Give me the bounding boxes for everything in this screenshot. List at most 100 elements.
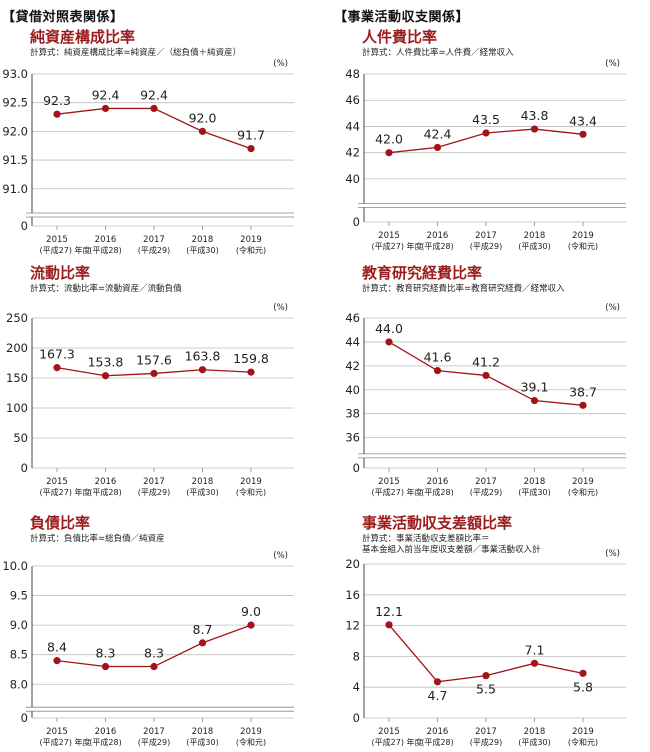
data-label: 38.7 — [569, 384, 597, 399]
data-label: 41.2 — [472, 354, 500, 369]
x-sub-label: (平成27) 年度 — [40, 245, 91, 255]
chart-title: 負債比率 — [30, 514, 91, 532]
x-tick-label: 2019 — [572, 477, 594, 487]
chart-formula: 計算式：人件費比率=人件費／経常収入 — [362, 48, 514, 58]
data-point — [247, 145, 255, 153]
x-sub-label: (令和元) — [236, 487, 266, 497]
data-label: 8.4 — [47, 640, 67, 655]
x-tick-label: 2017 — [475, 231, 497, 241]
chart-title: 教育研究経費比率 — [362, 264, 483, 282]
data-point — [198, 639, 207, 647]
y-tick-label: 92.5 — [2, 96, 28, 110]
data-point — [530, 125, 539, 133]
data-point — [530, 396, 539, 405]
x-sub-label: (平成29) — [138, 245, 170, 255]
data-point — [482, 371, 490, 380]
unit-label: (%) — [605, 549, 620, 559]
x-sub-label: (平成28) — [421, 241, 453, 251]
chart-formula: 計算式：教育研究経費比率=教育研究経費／経常収入 — [362, 284, 565, 294]
x-sub-label: (平成29) — [470, 241, 502, 251]
x-tick-label: 2019 — [572, 727, 594, 737]
data-point — [101, 372, 110, 380]
x-sub-label: (平成27) 年度 — [372, 487, 423, 497]
chart-svg-c1: (%) 91.0 91.5 92.0 92.5 93.0 0 2015(平成27) 年度 201… — [2, 59, 294, 255]
chart-title: 人件費比率 — [362, 28, 438, 46]
x-tick-label: 2017 — [475, 727, 497, 737]
y-tick-label: 46 — [345, 93, 360, 107]
chart-svg-c4: (%) 36 38 40 42 44 46 0 2015(平成27) 年度 2016(平成28) 2… — [345, 303, 626, 497]
data-label: 42.0 — [375, 132, 403, 147]
x-tick-label: 2019 — [240, 235, 262, 245]
chart-svg-c2: (%) 40 42 44 46 48 0 2015(平成27) 年度 2016(平成28) 201… — [345, 59, 626, 251]
x-tick-label: 2015 — [378, 231, 400, 241]
y-tick-label: 44 — [345, 335, 360, 349]
chart-formula: 計算式：事業活動収支差額比率＝ 基本金組入前当年度収支差額／事業活動収入計 — [362, 534, 541, 555]
data-label: 91.7 — [237, 128, 265, 143]
x-sub-label: (平成30) — [518, 241, 550, 251]
y-tick-label: 8.5 — [10, 648, 28, 662]
x-tick-label: 2017 — [475, 477, 497, 487]
data-label: 163.8 — [185, 349, 221, 364]
chart-panel-c4: 教育研究経費比率 計算式：教育研究経費比率=教育研究経費／経常収入 (%) 36 38 4… — [334, 262, 634, 502]
chart-formula: 計算式：負債比率=総負債／純資産 — [30, 534, 165, 544]
data-point — [247, 368, 255, 376]
x-sub-label: (平成28) — [421, 737, 453, 747]
chart-title: 事業活動収支差額比率 — [362, 514, 513, 532]
x-sub-label: (平成28) — [89, 245, 121, 255]
y-tick-label: 200 — [6, 341, 28, 355]
x-tick-label: 2016 — [427, 477, 449, 487]
x-tick-label: 2018 — [524, 231, 546, 241]
x-tick-label: 2019 — [240, 477, 262, 487]
data-label: 41.6 — [424, 350, 452, 365]
chart-title: 純資産構成比率 — [30, 28, 136, 46]
x-tick-label: 2016 — [95, 235, 117, 245]
y-tick-label: 48 — [345, 67, 360, 81]
y-tick-label: 250 — [6, 311, 28, 325]
y-tick-label: 16 — [345, 588, 360, 602]
data-label: 157.6 — [136, 352, 172, 367]
data-point — [150, 369, 158, 378]
y-tick-label: 10.0 — [2, 559, 28, 573]
data-point — [198, 366, 207, 374]
y-tick-label: 36 — [345, 431, 360, 445]
data-label: 167.3 — [39, 347, 75, 362]
data-point — [579, 130, 587, 138]
x-sub-label: (令和元) — [236, 737, 266, 747]
x-tick-label: 2015 — [46, 477, 68, 487]
data-label: 43.8 — [521, 108, 549, 123]
chart-title: 流動比率 — [30, 264, 91, 282]
data-label: 39.1 — [521, 380, 549, 395]
x-tick-label: 2017 — [143, 235, 165, 245]
x-sub-label: (令和元) — [568, 737, 598, 747]
x-tick-label: 2019 — [572, 231, 594, 241]
data-label: 43.4 — [569, 113, 597, 128]
data-point — [53, 110, 61, 118]
y-tick-label: 100 — [6, 401, 28, 415]
data-label: 7.1 — [525, 642, 545, 657]
x-tick-label: 2018 — [192, 235, 214, 245]
x-sub-label: (令和元) — [568, 241, 598, 251]
y-tick-label: 150 — [6, 371, 28, 385]
x-sub-label: (平成27) 年度 — [372, 737, 423, 747]
data-point — [433, 678, 442, 686]
chart-panel-c3: 流動比率 計算式：流動比率=流動資産／流動負債 (%) 0 50 100 150 200 250… — [2, 262, 302, 502]
data-point — [433, 367, 442, 375]
y-tick-label: 93.0 — [2, 67, 28, 81]
x-sub-label: (平成27) 年度 — [372, 241, 423, 251]
x-tick-label: 2017 — [143, 477, 165, 487]
x-tick-label: 2015 — [378, 477, 400, 487]
y-tick-label: 9.0 — [10, 618, 28, 632]
data-label: 5.8 — [573, 679, 593, 694]
chart-svg-c3: (%) 0 50 100 150 200 250 2015(平成27) 年度 2016(平成28… — [6, 303, 294, 497]
unit-label: (%) — [273, 59, 288, 69]
data-label: 12.1 — [375, 604, 403, 619]
y-tick-label: 20 — [345, 557, 360, 571]
section-heading-activity: 【事業活動収支関係】 — [334, 10, 470, 25]
data-label: 43.5 — [472, 112, 500, 127]
data-label: 92.4 — [92, 87, 120, 102]
chart-formula: 計算式：流動比率=流動資産／流動負債 — [30, 284, 182, 294]
y-tick-label: 4 — [353, 680, 360, 694]
data-point — [482, 129, 490, 137]
zero-label: 0 — [353, 461, 360, 475]
x-sub-label: (平成30) — [186, 737, 218, 747]
